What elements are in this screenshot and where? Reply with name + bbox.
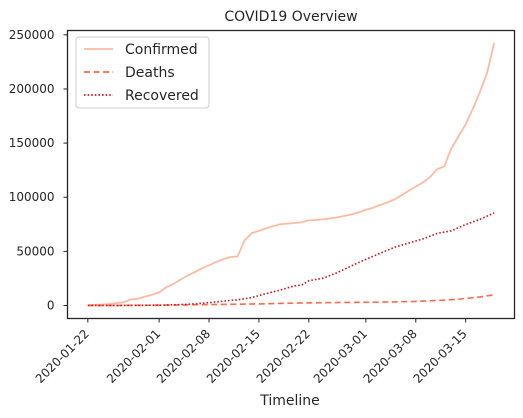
series-line-confirmed bbox=[87, 42, 496, 306]
series-layer bbox=[87, 42, 496, 307]
chart-title: COVID19 Overview bbox=[224, 9, 357, 25]
y-axis-ticks: 0 50000 100000 150000 200000 250000 bbox=[9, 28, 68, 313]
x-tick-label: 2020-01-22 bbox=[33, 327, 92, 386]
legend-label-recovered: Recovered bbox=[125, 88, 199, 104]
plot-area bbox=[66, 29, 516, 320]
y-tick-label: 250000 bbox=[9, 28, 55, 42]
x-axis-ticks: 2020-01-22 2020-02-012020-02-082020-02-15… bbox=[33, 318, 470, 386]
series-line-deaths bbox=[87, 294, 495, 307]
legend-label-deaths: Deaths bbox=[125, 65, 175, 81]
x-tick-label: 2020-02-22 bbox=[254, 327, 313, 386]
y-tick-label: 200000 bbox=[9, 82, 55, 96]
x-axis-label: Timeline bbox=[259, 393, 320, 409]
y-tick-label: 0 bbox=[47, 299, 55, 313]
y-tick-label: 150000 bbox=[9, 136, 55, 150]
legend: Confirmed Deaths Recovered bbox=[75, 36, 210, 109]
series-line-recovered bbox=[87, 212, 495, 307]
legend-label-confirmed: Confirmed bbox=[125, 42, 198, 58]
y-tick-label: 100000 bbox=[9, 190, 55, 204]
legend-box bbox=[75, 36, 210, 109]
y-tick-label: 50000 bbox=[16, 244, 54, 258]
x-tick-label: 2020-03-15 bbox=[411, 327, 470, 386]
